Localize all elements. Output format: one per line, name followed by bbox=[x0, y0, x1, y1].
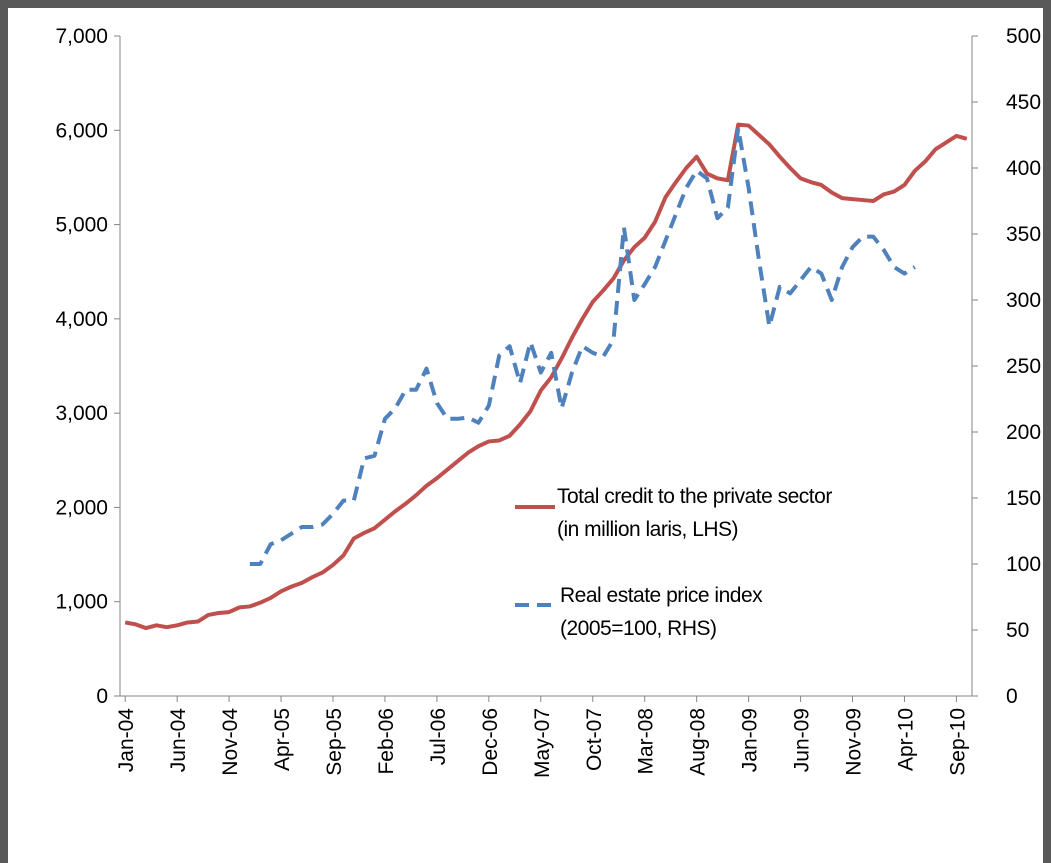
y-tick-label: 4,000 bbox=[55, 308, 108, 331]
y2-tick-label: 500 bbox=[1006, 25, 1041, 48]
y-tick-label: 7,000 bbox=[55, 25, 108, 48]
y-tick-label: 5,000 bbox=[55, 214, 108, 237]
x-tick-label: Jun-09 bbox=[791, 708, 814, 772]
y2-tick-label: 0 bbox=[1006, 685, 1018, 708]
x-tick-label: Nov-09 bbox=[843, 708, 866, 776]
series-line bbox=[249, 126, 916, 566]
x-tick-label: Apr-05 bbox=[271, 708, 294, 771]
y-tick-label: 1,000 bbox=[55, 591, 108, 614]
y-tick-label: 6,000 bbox=[55, 119, 108, 142]
x-tick-label: Sep-05 bbox=[323, 708, 346, 776]
y2-tick-label: 100 bbox=[1006, 553, 1041, 576]
y2-tick-label: 300 bbox=[1006, 289, 1041, 312]
x-tick-label: Apr-10 bbox=[894, 708, 917, 771]
x-tick-label: Mar-08 bbox=[635, 708, 658, 775]
y-tick-label: 2,000 bbox=[55, 496, 108, 519]
y-tick-label: 3,000 bbox=[55, 402, 108, 425]
y2-tick-label: 400 bbox=[1006, 157, 1041, 180]
x-tick-label: Feb-06 bbox=[375, 708, 398, 775]
series-line bbox=[124, 122, 968, 631]
y-tick-label: 0 bbox=[96, 685, 108, 708]
y2-tick-label: 50 bbox=[1006, 619, 1029, 642]
x-tick-label: Aug-08 bbox=[687, 708, 710, 776]
y2-tick-label: 450 bbox=[1006, 91, 1041, 114]
chart-background bbox=[8, 8, 1043, 863]
x-tick-label: Jul-06 bbox=[427, 708, 450, 765]
x-tick-label: Jan-04 bbox=[115, 708, 138, 773]
x-tick-label: Jun-04 bbox=[167, 708, 190, 773]
legend-label: Total credit to the private sector (in m… bbox=[557, 485, 832, 541]
legend-label: Real estate price index (2005=100, RHS) bbox=[560, 584, 763, 640]
x-tick-label: Nov-04 bbox=[219, 708, 242, 776]
x-tick-label: Oct-07 bbox=[583, 708, 606, 771]
y2-tick-label: 350 bbox=[1006, 223, 1041, 246]
y2-tick-label: 150 bbox=[1006, 487, 1041, 510]
x-tick-label: Dec-06 bbox=[479, 708, 502, 776]
x-tick-label: May-07 bbox=[531, 708, 554, 778]
y2-tick-label: 250 bbox=[1006, 355, 1041, 378]
x-tick-label: Jan-09 bbox=[739, 708, 762, 772]
x-tick-label: Sep-10 bbox=[946, 708, 969, 776]
y2-tick-label: 200 bbox=[1006, 421, 1041, 444]
